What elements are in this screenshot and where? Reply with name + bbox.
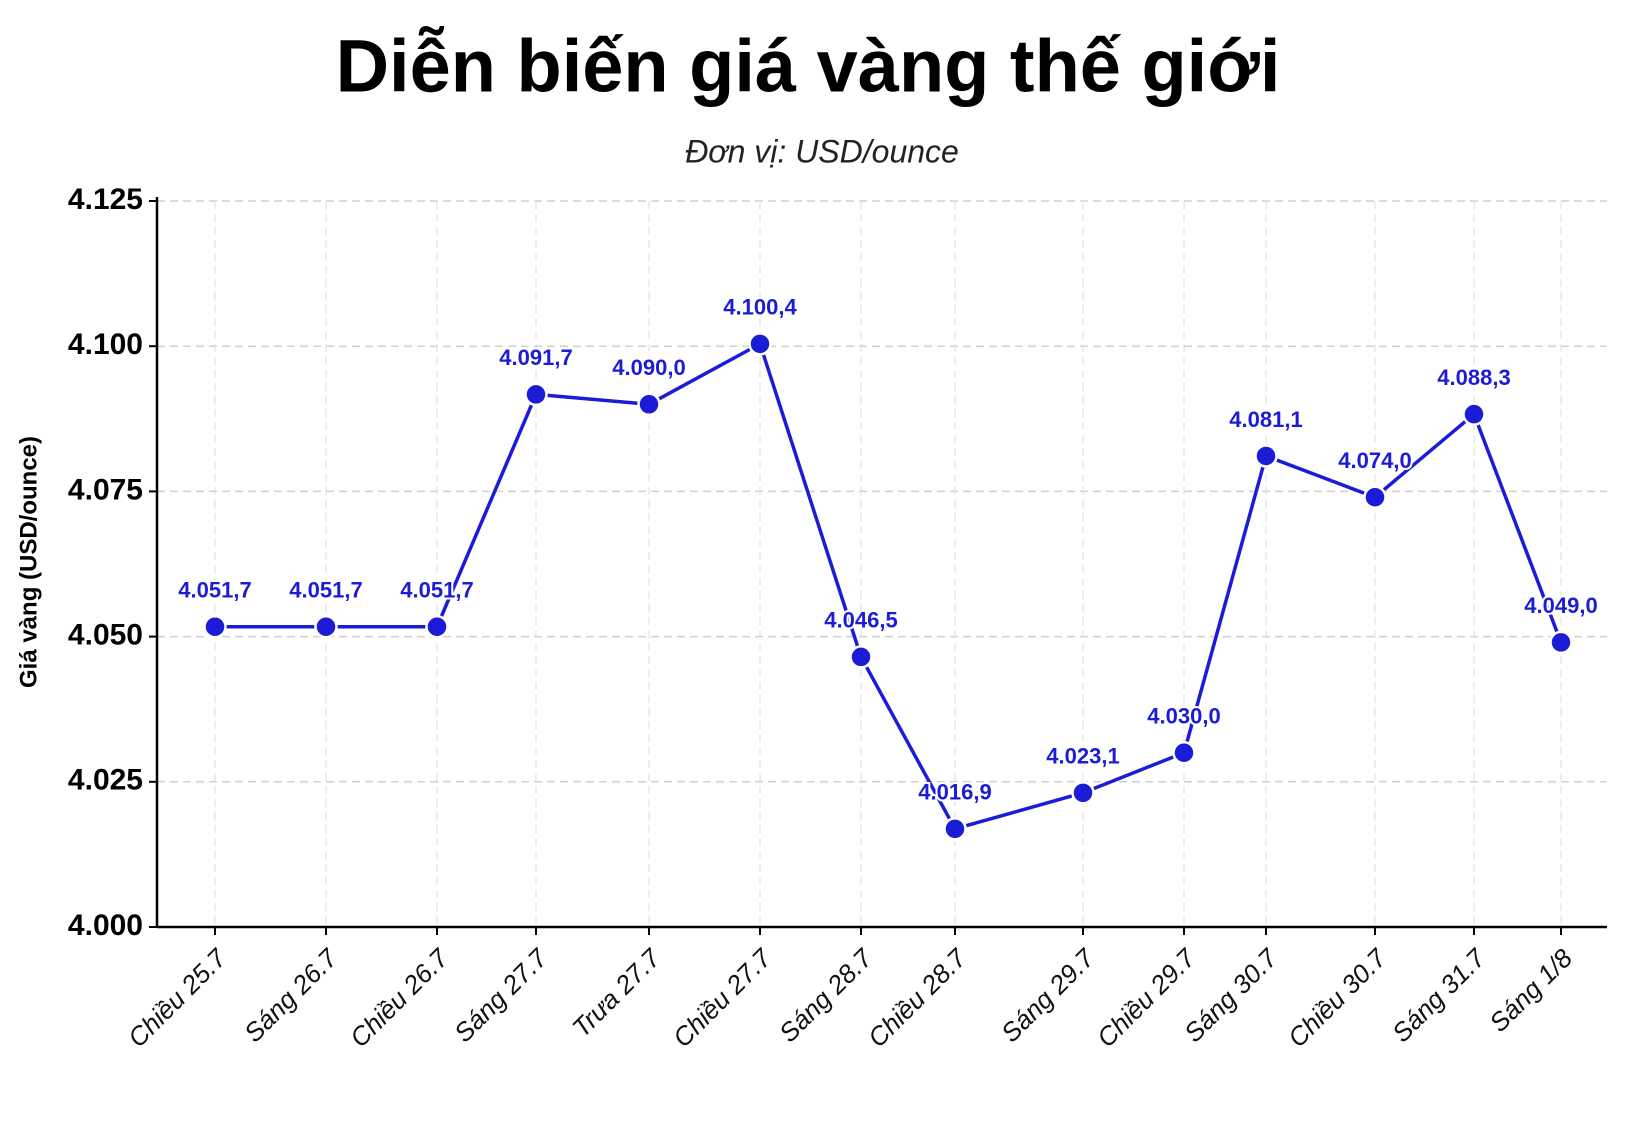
y-tick-label: 4.100	[68, 328, 143, 361]
y-tick-label: 4.125	[68, 183, 143, 216]
marker	[203, 614, 227, 639]
x-tick-label: Chiều 26.7	[344, 942, 455, 1053]
chart-subtitle: Đơn vị: USD/ounce	[685, 133, 959, 169]
y-axis-label: Giá vàng (USD/ounce)	[15, 436, 42, 688]
value-label: 4.100,4	[723, 295, 797, 320]
x-tick-label: Chiều 28.7	[862, 942, 973, 1053]
marker	[1462, 402, 1486, 426]
x-tick-label: Sáng 27.7	[448, 942, 554, 1048]
x-tick-label: Sáng 29.7	[995, 942, 1101, 1048]
marker	[748, 332, 772, 356]
value-label: 4.030,0	[1147, 704, 1220, 729]
value-label: 4.051,7	[289, 578, 362, 603]
chart-title: Diễn biến giá vàng thế giới	[336, 25, 1281, 108]
value-label: 4.023,1	[1046, 744, 1119, 769]
marker	[524, 382, 548, 407]
x-tick-label: Sáng 31.7	[1386, 942, 1492, 1048]
marker	[637, 392, 661, 417]
x-tick-label: Chiều 27.7	[667, 942, 778, 1053]
marker	[1071, 781, 1095, 805]
value-label: 4.051,7	[400, 578, 473, 603]
x-tick-label: Chiều 25.7	[122, 942, 233, 1053]
marker	[1254, 444, 1278, 468]
value-label: 4.051,7	[178, 578, 251, 603]
value-label: 4.016,9	[918, 780, 991, 805]
value-label: 4.091,7	[499, 345, 572, 370]
value-label: 4.049,0	[1524, 593, 1597, 618]
y-tick-label: 4.075	[68, 473, 143, 506]
x-tick-label: Trưa 27.7	[566, 942, 667, 1043]
value-label: 4.074,0	[1338, 448, 1411, 473]
marker	[314, 614, 338, 639]
y-tick-label: 4.000	[68, 909, 143, 942]
value-label: 4.081,1	[1229, 407, 1302, 432]
line	[215, 341, 1563, 831]
value-label: 4.088,3	[1437, 365, 1510, 390]
y-tick-label: 4.025	[68, 764, 143, 797]
value-label: 4.090,0	[612, 355, 685, 380]
marker	[425, 614, 449, 639]
x-tick-label: Chiều 30.7	[1282, 942, 1393, 1053]
marker	[1172, 741, 1196, 765]
x-tick-label: Sáng 1/8	[1483, 943, 1578, 1038]
marker	[849, 645, 873, 669]
value-label: 4.046,5	[824, 608, 897, 633]
x-tick-label: Sáng 26.7	[238, 942, 344, 1048]
y-tick-label: 4.050	[68, 619, 143, 652]
x-tick-label: Chiều 29.7	[1091, 942, 1202, 1053]
marker	[943, 817, 967, 841]
marker	[1549, 630, 1573, 655]
marker	[1363, 485, 1387, 509]
